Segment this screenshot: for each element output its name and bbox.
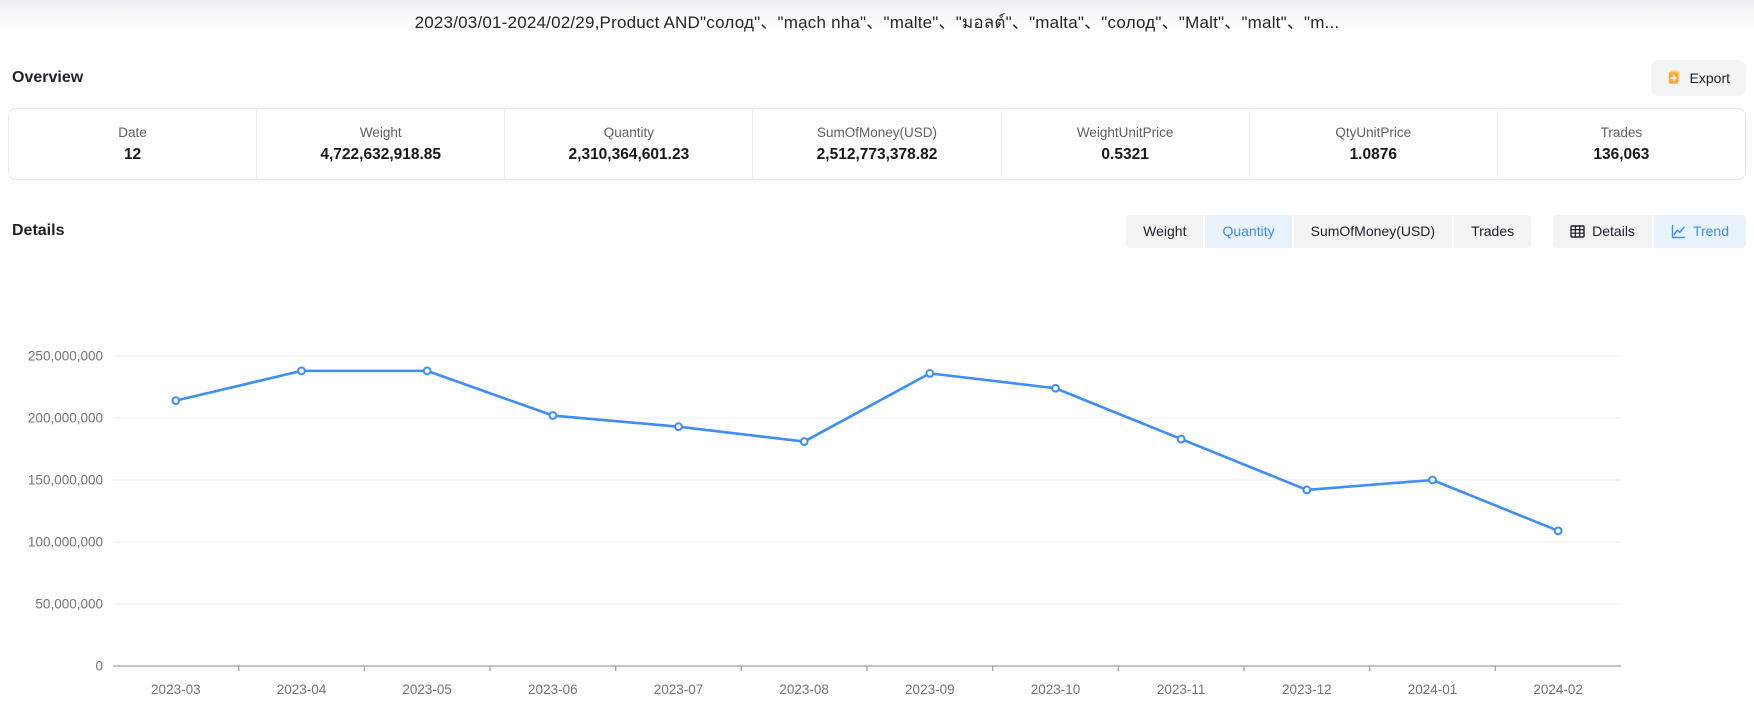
metric-tab-group: Weight Quantity SumOfMoney(USD) Trades (1126, 214, 1532, 248)
stat-value: 136,063 (1593, 145, 1650, 163)
x-axis-label: 2023-08 (779, 682, 829, 697)
stat-value: 0.5321 (1101, 145, 1149, 163)
trend-chart: 0 50,000,000 100,000,000 150,000,000 200,000… (28, 349, 1621, 697)
stat-label: Quantity (603, 124, 654, 140)
metric-tab-weight[interactable]: Weight (1126, 214, 1204, 248)
metric-tab-sum-of-money[interactable]: SumOfMoney(USD) (1293, 214, 1453, 248)
view-tab-trend[interactable]: Trend (1653, 214, 1746, 248)
data-point[interactable] (548, 411, 558, 420)
overview-heading: Overview (12, 69, 84, 86)
metric-tab-label: SumOfMoney(USD) (1310, 223, 1436, 239)
data-point[interactable] (1428, 475, 1437, 485)
export-file-icon (1667, 69, 1683, 88)
stat-trades: Trades 136,063 (1498, 109, 1745, 179)
x-axis-label: 2023-05 (402, 682, 452, 697)
metric-tab-label: Quantity (1222, 223, 1275, 239)
y-axis-label: 0 (95, 659, 103, 674)
title-bar: 2023/03/01-2024/02/29,Product AND"солод"… (0, 0, 1754, 44)
page-title: 2023/03/01-2024/02/29,Product AND"солод"… (414, 13, 1340, 32)
data-point[interactable] (1553, 526, 1563, 536)
stat-value: 12 (123, 145, 142, 163)
view-tab-group: Details Trend (1553, 214, 1746, 248)
stat-value: 2,310,364,601.23 (568, 145, 690, 163)
stat-qty-unit-price: QtyUnitPrice 1.0876 (1250, 109, 1498, 179)
data-point[interactable] (1176, 434, 1186, 444)
metric-tab-trades[interactable]: Trades (1454, 214, 1532, 248)
trend-icon (1671, 224, 1686, 239)
x-axis-label: 2023-09 (905, 682, 955, 697)
view-tab-label: Details (1592, 223, 1635, 239)
y-axis-label: 150,000,000 (28, 473, 103, 488)
metric-tab-label: Weight (1143, 223, 1187, 239)
trend-line (174, 369, 1560, 533)
stat-sum-of-money: SumOfMoney(USD) 2,512,773,378.82 (753, 109, 1002, 179)
stat-label: WeightUnitPrice (1076, 124, 1174, 140)
export-label: Export (1689, 70, 1730, 86)
data-point[interactable] (674, 422, 683, 432)
y-axis-label: 200,000,000 (28, 411, 103, 426)
stat-weight: Weight 4,722,632,918.85 (257, 109, 506, 179)
trend-chart-container: 0 50,000,000 100,000,000 150,000,000 200,000… (0, 264, 1754, 704)
stat-date: Date 12 (9, 109, 258, 179)
overview-header-row: Overview Export (0, 58, 1754, 98)
y-axis-label: 250,000,000 (28, 349, 103, 364)
stat-value: 4,722,632,918.85 (320, 145, 442, 163)
stat-label: SumOfMoney(USD) (816, 124, 937, 140)
stat-label: Trades (1600, 124, 1643, 140)
details-controls: Weight Quantity SumOfMoney(USD) Trades (1126, 214, 1746, 248)
export-button[interactable]: Export (1650, 60, 1746, 96)
x-axis-label: 2024-01 (1408, 682, 1458, 697)
metric-tab-label: Trades (1471, 223, 1515, 239)
details-heading: Details (12, 222, 65, 239)
stat-weight-unit-price: WeightUnitPrice 0.5321 (1002, 109, 1250, 179)
y-axis-label: 100,000,000 (28, 535, 103, 550)
stat-quantity: Quantity 2,310,364,601.23 (505, 109, 754, 179)
stat-value: 2,512,773,378.82 (816, 145, 938, 163)
data-point[interactable] (799, 437, 809, 446)
x-axis-label: 2023-12 (1282, 682, 1332, 697)
view-tab-label: Trend (1692, 223, 1729, 239)
data-point[interactable] (171, 396, 181, 406)
x-axis-label: 2023-04 (277, 682, 327, 697)
view-tab-details[interactable]: Details (1553, 214, 1652, 248)
stat-label: QtyUnitPrice (1335, 124, 1412, 140)
overview-stats-card: Date 12 Weight 4,722,632,918.85 Quantity… (8, 108, 1746, 180)
data-point[interactable] (1051, 383, 1060, 393)
y-axis-label: 50,000,000 (35, 597, 103, 612)
data-point[interactable] (925, 368, 935, 378)
x-axis-label: 2023-10 (1031, 682, 1081, 697)
data-point[interactable] (1302, 485, 1312, 495)
x-axis-label: 2024-02 (1533, 682, 1583, 697)
stat-label: Date (118, 124, 147, 140)
x-axis-label: 2023-03 (151, 682, 201, 697)
table-icon (1570, 224, 1585, 239)
details-header-row: Details Weight Quantity SumOfMoney(USD) … (0, 214, 1754, 248)
data-point[interactable] (297, 366, 306, 376)
stat-label: Weight (359, 124, 402, 140)
metric-tab-quantity[interactable]: Quantity (1205, 214, 1292, 248)
data-point[interactable] (422, 366, 432, 376)
stat-value: 1.0876 (1349, 145, 1397, 163)
x-axis-label: 2023-07 (654, 682, 704, 697)
x-axis-label: 2023-06 (528, 682, 578, 697)
x-axis-label: 2023-11 (1157, 682, 1206, 697)
